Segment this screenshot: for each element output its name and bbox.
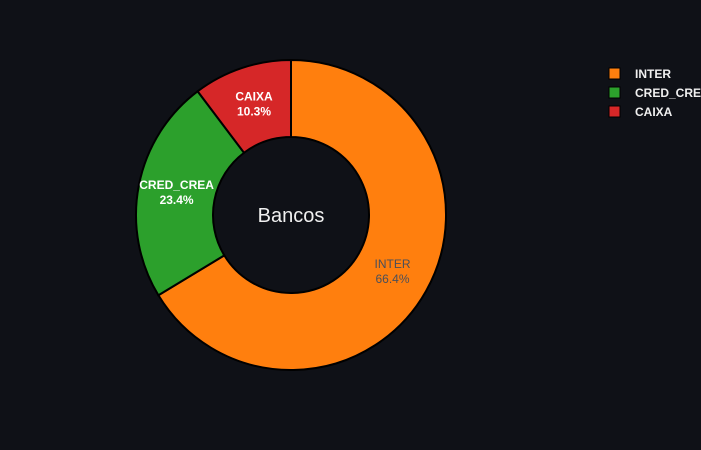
slice-percent-caixa: 10.3% <box>237 105 271 119</box>
slice-label-cred-crea: CRED_CREA <box>139 178 214 192</box>
slice-inter[interactable] <box>157 58 447 371</box>
legend-label: CRED_CREA <box>635 86 701 100</box>
slice-cred-crea[interactable] <box>135 89 246 297</box>
slice-caixa[interactable] <box>196 58 292 155</box>
legend-item-inter[interactable]: INTER <box>608 67 671 81</box>
legend-label: INTER <box>635 67 671 81</box>
legend-item-caixa[interactable]: CAIXA <box>608 105 673 119</box>
slices-layer <box>135 58 447 371</box>
legend: INTER CRED_CREA CAIXA <box>608 67 701 119</box>
legend-swatch <box>608 67 621 80</box>
slice-percent-inter: 66.4% <box>375 272 409 286</box>
legend-swatch <box>608 86 621 99</box>
legend-item-cred-crea[interactable]: CRED_CREA <box>608 86 701 100</box>
legend-label: CAIXA <box>635 105 673 119</box>
legend-swatch <box>608 105 621 118</box>
slice-percent-cred-crea: 23.4% <box>160 193 194 207</box>
center-title: Bancos <box>258 205 325 227</box>
slice-label-caixa: CAIXA <box>235 90 273 104</box>
slice-label-inter: INTER <box>374 257 410 271</box>
